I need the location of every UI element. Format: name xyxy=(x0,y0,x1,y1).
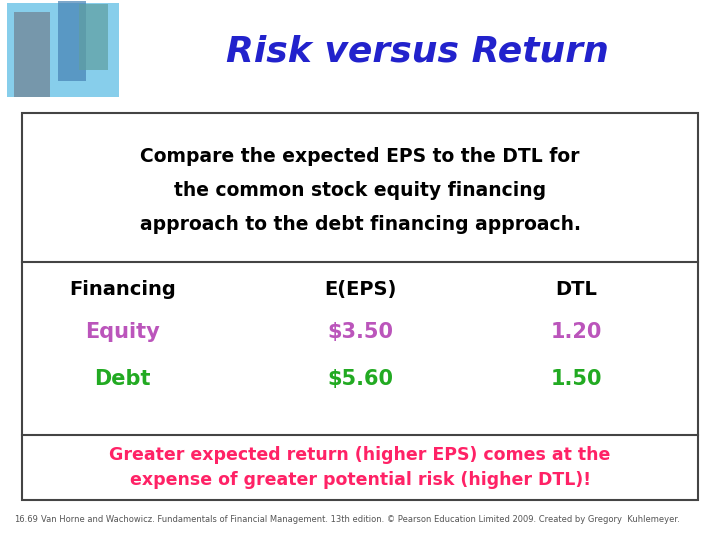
Text: $5.60: $5.60 xyxy=(327,369,393,389)
Bar xyxy=(58,1,86,81)
Bar xyxy=(14,12,50,97)
Text: Equity: Equity xyxy=(85,322,160,342)
Text: Financing: Financing xyxy=(69,280,176,300)
Text: Van Horne and Wachowicz. Fundamentals of Financial Management. 13th edition. © P: Van Horne and Wachowicz. Fundamentals of… xyxy=(40,515,680,524)
Text: 1.50: 1.50 xyxy=(550,369,602,389)
Text: Greater expected return (higher EPS) comes at the: Greater expected return (higher EPS) com… xyxy=(109,446,611,464)
Text: the common stock equity financing: the common stock equity financing xyxy=(174,180,546,200)
Bar xyxy=(79,4,108,70)
Text: E(EPS): E(EPS) xyxy=(324,280,396,300)
Text: Compare the expected EPS to the DTL for: Compare the expected EPS to the DTL for xyxy=(140,147,580,166)
FancyBboxPatch shape xyxy=(22,113,698,500)
Text: DTL: DTL xyxy=(555,280,597,300)
Text: $3.50: $3.50 xyxy=(327,322,393,342)
Text: expense of greater potential risk (higher DTL)!: expense of greater potential risk (highe… xyxy=(130,470,590,489)
Text: 16.69: 16.69 xyxy=(14,515,38,524)
Text: approach to the debt financing approach.: approach to the debt financing approach. xyxy=(140,214,580,234)
Text: Risk versus Return: Risk versus Return xyxy=(226,35,609,68)
Text: Debt: Debt xyxy=(94,369,150,389)
Bar xyxy=(7,3,119,97)
Text: 1.20: 1.20 xyxy=(550,322,602,342)
